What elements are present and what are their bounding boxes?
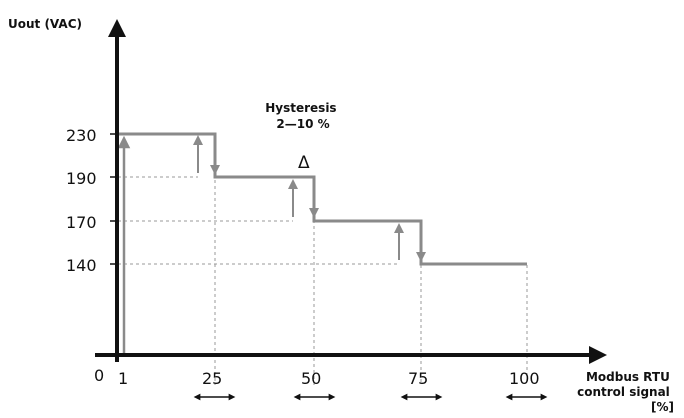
y-tick-label-170: 170 (66, 213, 97, 232)
x-tick-label-50: 50 (301, 369, 321, 388)
dashed-guides (118, 176, 528, 385)
hysteresis-label: Hysteresis 2—10 % (265, 101, 341, 131)
y-tick-marks (110, 133, 117, 265)
delta-symbol: Δ (298, 153, 310, 173)
x-tick-label-25: 25 (202, 369, 222, 388)
x-tick-label-1: 1 (118, 369, 128, 388)
y-tick-label-140: 140 (66, 256, 97, 275)
hysteresis-arrows (193, 135, 426, 262)
origin-label: 0 (94, 366, 104, 385)
y-tick-label-230: 230 (66, 126, 97, 145)
y-axis-label: Uout (VAC) (8, 17, 82, 31)
x-tick-label-75: 75 (408, 369, 428, 388)
y-tick-label-190: 190 (66, 169, 97, 188)
step-line (118, 132, 527, 266)
x-tick-label-100: 100 (509, 369, 540, 388)
x-axis-label: Modbus RTU control signal [%] (577, 370, 674, 414)
